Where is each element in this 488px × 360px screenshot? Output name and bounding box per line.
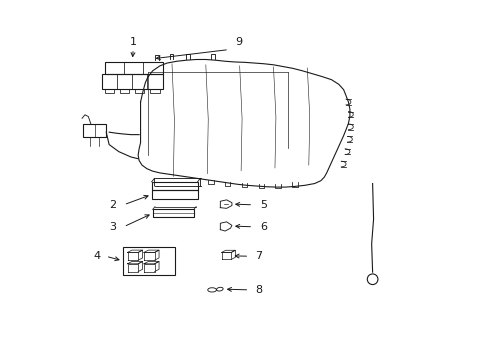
Bar	[120, 89, 129, 93]
Text: 3: 3	[109, 222, 116, 232]
Text: 2: 2	[109, 200, 116, 210]
Bar	[151, 190, 197, 199]
Bar	[151, 182, 197, 190]
Bar	[135, 89, 144, 93]
Bar	[122, 247, 175, 275]
Bar	[150, 89, 159, 93]
Text: 8: 8	[255, 285, 262, 295]
Bar	[152, 210, 193, 217]
Bar	[102, 74, 162, 89]
Text: 1: 1	[129, 37, 137, 47]
Text: 5: 5	[260, 200, 267, 210]
Bar	[83, 123, 106, 137]
Text: 4: 4	[93, 251, 101, 261]
Text: 7: 7	[255, 251, 262, 261]
Text: 6: 6	[260, 222, 267, 232]
Bar	[104, 62, 162, 74]
Text: 9: 9	[235, 37, 242, 47]
Bar	[105, 89, 114, 93]
